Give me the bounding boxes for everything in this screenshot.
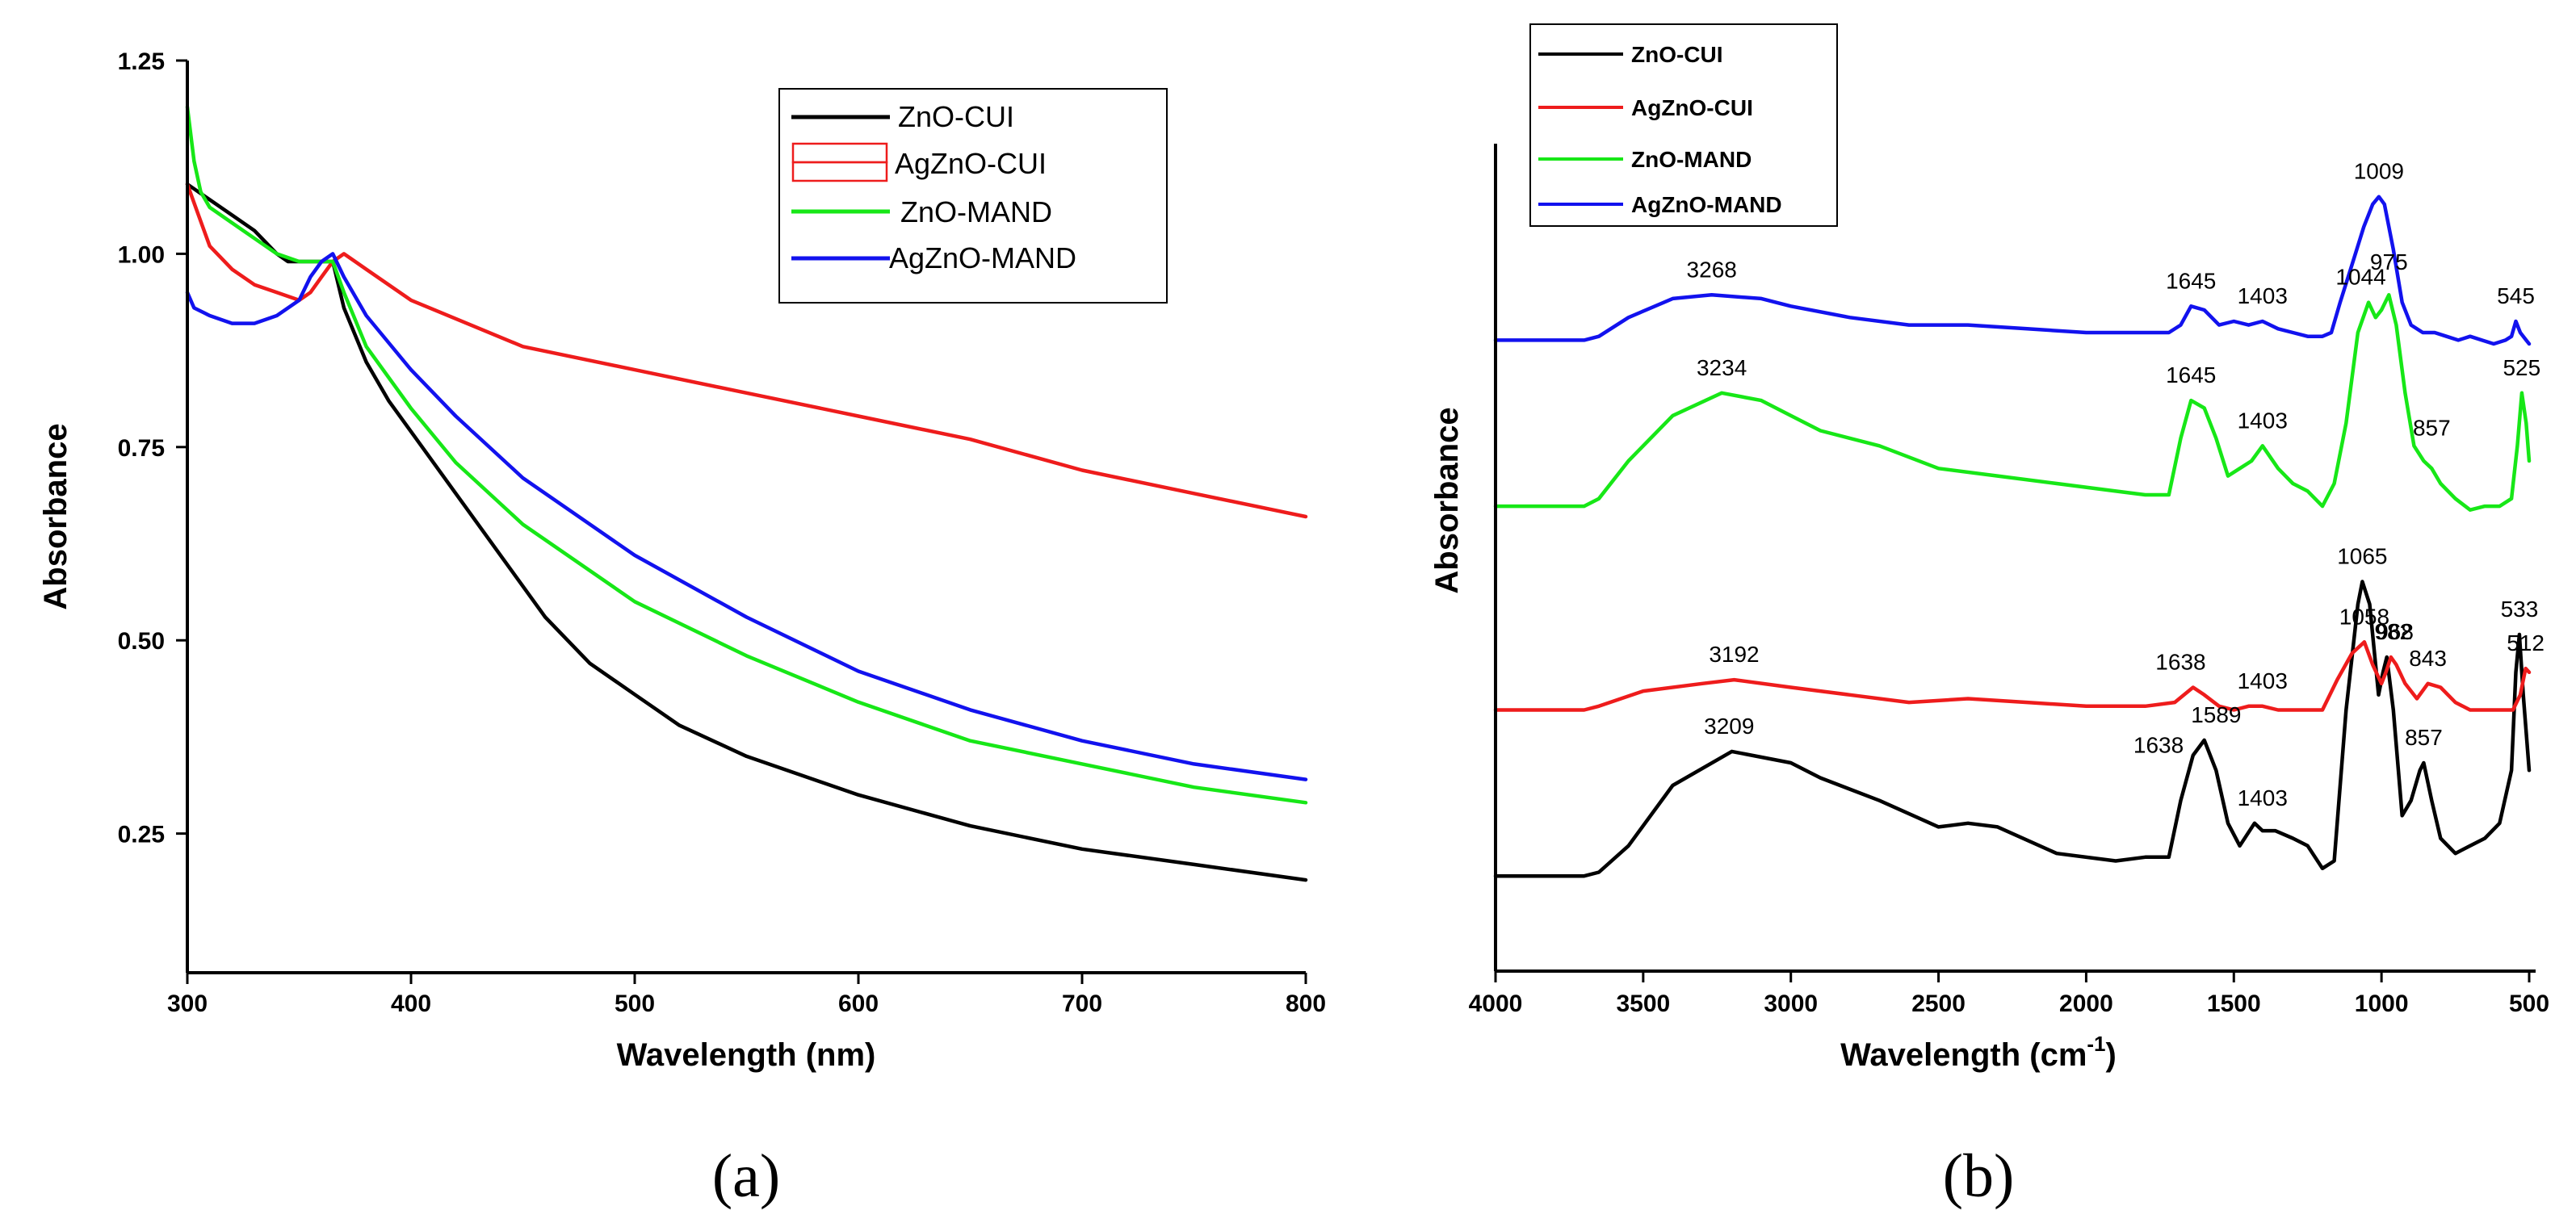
panel-a-y-tick-label: 1.00 — [118, 241, 165, 268]
panel-a-x-tick-label: 300 — [167, 990, 208, 1017]
panel-b-peak-label: 1645 — [2166, 362, 2216, 387]
panel-a-chart: 300 400 500 600 700 800 0.25 0.50 0.75 1.00 1.25 W… — [38, 48, 1326, 1210]
panel-b-legend-label-2: ZnO-MAND — [1631, 147, 1752, 172]
panel-b-peak-label: 1403 — [2238, 785, 2288, 810]
panel-b-series-agzno-mand — [1493, 195, 2532, 346]
panel-a-series-zno-mand — [185, 105, 1308, 805]
panel-b-peak-label: 1403 — [2238, 408, 2288, 433]
panel-b-x-tick-label: 2500 — [1911, 990, 1966, 1017]
panel-b-peak-label: 975 — [2370, 249, 2408, 274]
panel-b-legend-label-0: ZnO-CUI — [1631, 42, 1723, 67]
panel-b-x-tick-label: 500 — [2509, 990, 2549, 1017]
panel-a-x-tick-label: 700 — [1062, 990, 1102, 1017]
panel-a-label: (a) — [712, 1142, 780, 1210]
panel-b-peak-label: 1645 — [2166, 268, 2216, 293]
panel-b-peak-label: 525 — [2503, 355, 2540, 380]
panel-a-legend-label-0: ZnO-CUI — [898, 100, 1014, 133]
panel-b-x-axis-title-main: Wavelength (cm — [1840, 1037, 2087, 1073]
panel-b-x-tick-label: 3000 — [1764, 990, 1818, 1017]
panel-b-peak-label: 982 — [2374, 619, 2412, 644]
panel-b-peak-label: 1065 — [2337, 544, 2387, 569]
panel-a-series — [185, 105, 1308, 882]
panel-b-y-axis-title: Absorbance — [1429, 407, 1465, 593]
panel-a-y-axis-title: Absorbance — [38, 423, 73, 609]
panel-b-series — [1493, 195, 2532, 878]
panel-b-peak-label: 3234 — [1697, 355, 1747, 380]
panel-b-peak-label: 3192 — [1709, 642, 1759, 667]
panel-b-peak-label: 1589 — [2191, 702, 2241, 727]
panel-a-ticks: 300 400 500 600 700 800 0.25 0.50 0.75 1.00 1.25 — [118, 48, 1326, 1017]
panel-a-x-tick-label: 600 — [838, 990, 879, 1017]
panel-b-legend-label-1: AgZnO-CUI — [1631, 95, 1753, 120]
panel-a-x-axis-title: Wavelength (nm) — [617, 1037, 876, 1073]
panel-a-legend-swatch-1b — [791, 161, 888, 182]
panel-b-peak-label: 843 — [2409, 646, 2447, 671]
panel-b-x-tick-label: 1500 — [2207, 990, 2261, 1017]
panel-b-x-axis-title: Wavelength (cm-1) — [1840, 1032, 2117, 1073]
panel-b-x-tick-label: 4000 — [1469, 990, 1523, 1017]
panel-b-x-tick-label: 1000 — [2355, 990, 2409, 1017]
panel-b-ticks: 4000 3500 3000 2500 2000 1500 1000 500 — [1469, 971, 2549, 1017]
panel-b-peak-label: 1403 — [2238, 283, 2288, 308]
panel-b-peak-label: 545 — [2497, 283, 2535, 308]
panel-a-series-agzno-cui — [185, 182, 1308, 519]
panel-b-peak-label: 1403 — [2238, 668, 2288, 693]
panel-b-peak-label: 857 — [2413, 416, 2451, 441]
panel-a-y-tick-label: 0.75 — [118, 435, 165, 462]
panel-a-y-tick-label: 0.50 — [118, 628, 165, 655]
panel-a-x-tick-label: 800 — [1286, 990, 1326, 1017]
panel-b-peak-label: 533 — [2501, 597, 2539, 622]
panel-b-series-zno-cui — [1493, 580, 2532, 878]
panel-b-legend-label-3: AgZnO-MAND — [1631, 192, 1782, 217]
panel-a-legend-box — [778, 88, 1168, 304]
panel-a-x-tick-label: 400 — [391, 990, 431, 1017]
panel-b-peak-label: 1009 — [2354, 159, 2404, 184]
panel-b-peak-label: 857 — [2405, 725, 2443, 750]
panel-b-peak-label: 3268 — [1687, 257, 1737, 282]
panel-b-peak-label: 1044 — [2335, 265, 2385, 290]
panel-a-legend: ZnO-CUI AgZnO-CUI ZnO-MAND AgZnO-MAND — [778, 88, 1168, 304]
panel-b-series-zno-mand — [1493, 293, 2532, 512]
panel-b-x-axis-title-sup: -1 — [2087, 1032, 2105, 1056]
panel-b-x-tick-label: 2000 — [2059, 990, 2113, 1017]
panel-b-x-axis-title-suffix: ) — [2106, 1037, 2117, 1073]
panel-a-series-agzno-mand — [185, 252, 1308, 781]
panel-a-x-tick-label: 500 — [615, 990, 655, 1017]
panel-a-legend-label-2: ZnO-MAND — [900, 195, 1052, 228]
panel-b-peak-label: 968 — [2376, 619, 2414, 644]
panel-b-peak-label: 1638 — [2155, 649, 2205, 674]
panel-b-label: (b) — [1943, 1142, 2015, 1210]
panel-b-legend: ZnO-CUI AgZnO-CUI ZnO-MAND AgZnO-MAND — [1529, 23, 1838, 227]
panel-a-legend-label-3: AgZnO-MAND — [889, 241, 1076, 274]
panel-b-peak-label: 1058 — [2339, 604, 2389, 629]
panel-b-peak-label: 1638 — [2133, 732, 2184, 757]
panel-a-legend-label-1: AgZnO-CUI — [895, 147, 1047, 180]
panel-a-y-tick-label: 1.25 — [118, 48, 165, 75]
panel-b-x-tick-label: 3500 — [1616, 990, 1670, 1017]
panel-b-peak-label: 512 — [2507, 630, 2545, 655]
panel-a-y-tick-label: 0.25 — [118, 822, 165, 848]
panel-b-peak-label: 3209 — [1704, 714, 1754, 739]
panel-b-series-agzno-cui — [1493, 640, 2532, 712]
panel-b-legend-box — [1529, 23, 1838, 227]
